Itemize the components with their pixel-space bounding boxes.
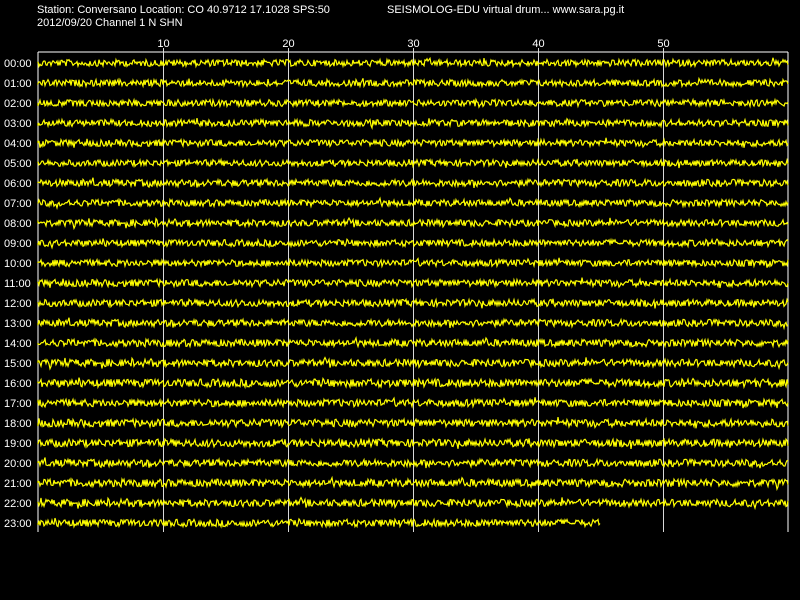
seismic-trace-1300: [37, 317, 789, 331]
hour-label: 00:00: [4, 58, 32, 70]
seismic-trace-2200: [37, 496, 789, 511]
x-tick-label: 30: [407, 38, 419, 50]
seismic-trace-1800: [37, 416, 789, 429]
seismic-trace-1900: [37, 437, 789, 449]
seismic-trace-1700: [37, 396, 789, 409]
hour-label: 01:00: [4, 78, 32, 90]
seismic-trace-0300: [37, 117, 789, 130]
hour-label: 22:00: [4, 498, 32, 510]
hour-label: 12:00: [4, 298, 32, 310]
seismic-trace-1600: [37, 377, 789, 390]
station-info: Station: Conversano Location: CO 40.9712…: [37, 4, 330, 16]
hour-label: 14:00: [4, 338, 32, 350]
seismic-trace-0400: [37, 137, 789, 149]
seismic-trace-1500: [37, 356, 789, 371]
hour-label: 03:00: [4, 118, 32, 130]
seismic-trace-0000: [37, 56, 789, 69]
hour-label: 23:00: [4, 518, 32, 530]
hour-label: 21:00: [4, 478, 32, 490]
x-tick-label: 10: [157, 38, 169, 50]
x-tick-label: 20: [282, 38, 294, 50]
seismic-trace-0100: [37, 76, 789, 89]
hour-label: 16:00: [4, 378, 32, 390]
hour-label: 04:00: [4, 138, 32, 150]
seismic-trace-2300: [37, 517, 601, 529]
date-channel-info: 2012/09/20 Channel 1 N SHN: [37, 17, 183, 29]
seismic-trace-0500: [37, 157, 789, 169]
seismic-trace-2000: [37, 457, 789, 469]
hour-label: 13:00: [4, 318, 32, 330]
seismic-trace-2100: [37, 475, 789, 491]
seismic-trace-1000: [37, 257, 789, 269]
hour-label: 10:00: [4, 258, 32, 270]
hour-label: 15:00: [4, 358, 32, 370]
seismic-trace-1400: [37, 335, 789, 349]
seismic-trace-0700: [37, 196, 789, 210]
x-tick-label: 40: [532, 38, 544, 50]
seismic-trace-0200: [37, 97, 789, 109]
seismic-trace-1200: [37, 297, 789, 309]
hour-label: 11:00: [4, 278, 31, 290]
app-title: SEISMOLOG-EDU virtual drum... www.sara.p…: [387, 4, 625, 16]
hour-label: 05:00: [4, 158, 32, 170]
hour-label: 06:00: [4, 178, 32, 190]
hour-label: 19:00: [4, 438, 32, 450]
hour-label: 02:00: [4, 98, 32, 110]
seismic-trace-0600: [37, 177, 789, 189]
hour-label: 17:00: [4, 398, 32, 410]
x-tick-label: 50: [657, 38, 669, 50]
seismic-trace-1100: [37, 277, 789, 289]
seismic-trace-0900: [37, 237, 789, 250]
seismic-trace-0800: [37, 216, 789, 231]
hour-label: 09:00: [4, 238, 32, 250]
hour-label: 07:00: [4, 198, 32, 210]
hour-label: 08:00: [4, 218, 32, 230]
hour-label: 20:00: [4, 458, 32, 470]
hour-label: 18:00: [4, 418, 32, 430]
